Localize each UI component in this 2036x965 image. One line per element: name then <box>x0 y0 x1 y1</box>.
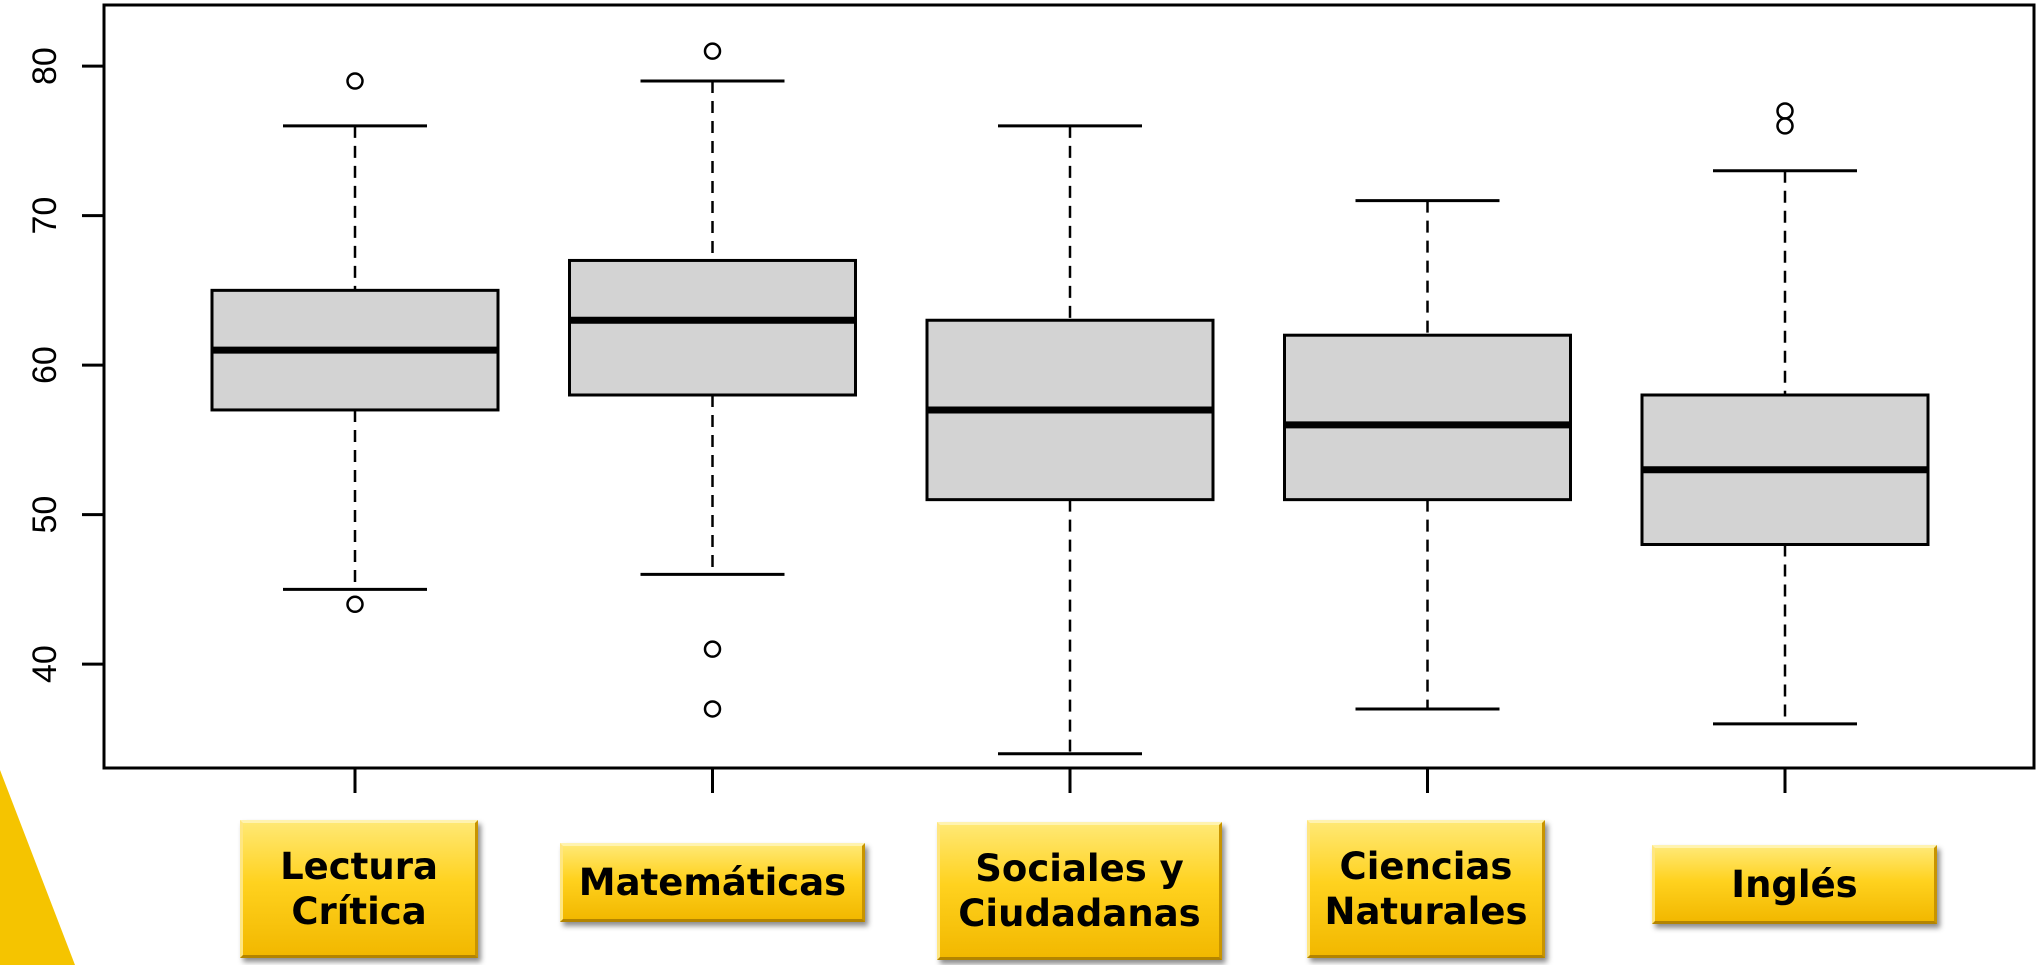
decorative-yellow-triangle <box>0 770 75 965</box>
category-label-ingles: Inglés <box>1652 845 1937 924</box>
box-5-outlier-1 <box>1776 117 1794 135</box>
box-1-outlier-2 <box>346 72 364 90</box>
box-2-outlier-2 <box>703 640 722 658</box>
y-tick-label-70: 70 <box>26 197 64 235</box>
y-tick-label-80: 80 <box>26 47 64 85</box>
box-2-iqr-box <box>568 258 857 397</box>
box-4-iqr-box <box>1283 333 1572 502</box>
category-label-matematicas: Matemáticas <box>560 843 865 922</box>
box-5-outlier-2 <box>1776 102 1794 120</box>
box-1-outlier-1 <box>346 595 364 614</box>
y-tick-label-60: 60 <box>26 346 64 384</box>
y-tick-label-50: 50 <box>26 496 64 534</box>
category-label-lectura-critica: Lectura Crítica <box>240 820 478 958</box>
y-tick-label-40: 40 <box>26 645 64 683</box>
category-label-sociales-ciudadanas: Sociales y Ciudadanas <box>937 822 1222 960</box>
category-label-ciencias-naturales: Ciencias Naturales <box>1307 820 1545 958</box>
box-2-outlier-1 <box>703 700 722 718</box>
box-2-outlier-3 <box>703 42 722 60</box>
